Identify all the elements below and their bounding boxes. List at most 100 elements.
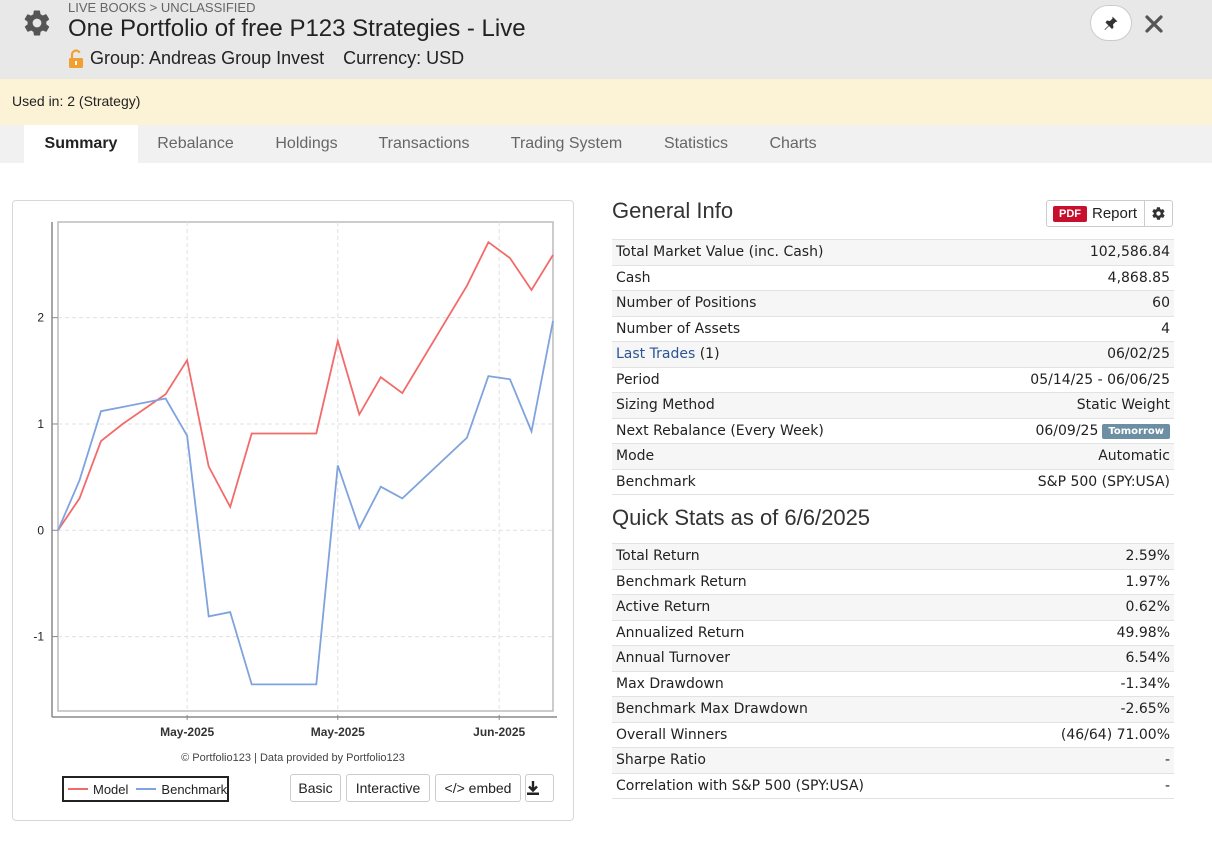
pdf-report-button[interactable]: PDF Report <box>1046 200 1145 227</box>
download-icon <box>527 781 539 795</box>
row-value: -1.34% <box>997 671 1174 697</box>
performance-chart-panel: -1 0 1 2 May-2025 May-2025 Jun-2025 © Portfoli… <box>12 200 574 821</box>
tab-charts[interactable]: Charts <box>769 135 817 152</box>
table-row: Max Drawdown -1.34% <box>612 671 1174 697</box>
pin-button[interactable] <box>1090 5 1132 41</box>
row-label: Benchmark Return <box>612 569 998 595</box>
last-trades-count: (1) <box>699 346 720 363</box>
download-button[interactable] <box>525 774 554 802</box>
table-row: Total Market Value (inc. Cash) 102,586.8… <box>612 239 1174 266</box>
legend-benchmark-label: Benchmark <box>161 781 228 797</box>
row-label: Number of Assets <box>612 316 946 342</box>
benchmark-swatch <box>136 788 157 790</box>
row-value: -2.65% <box>997 696 1174 723</box>
quick-stats-table: Total Return 2.59% Benchmark Return 1.97% … <box>612 543 1174 799</box>
page-header: LIVE BOOKS > UNCLASSIFIED One Portfolio … <box>0 0 1212 79</box>
row-value: 0.62% <box>997 594 1174 621</box>
general-info-title: General Info <box>612 198 734 223</box>
unlocked-icon <box>69 48 83 68</box>
row-label: Max Drawdown <box>612 671 998 697</box>
model-series-line <box>57 240 554 531</box>
row-value: - <box>997 747 1174 774</box>
row-value: Static Weight <box>945 392 1174 419</box>
x-tick-label: May-2025 <box>311 725 365 739</box>
pin-icon <box>1104 16 1118 30</box>
gear-icon[interactable] <box>22 8 52 38</box>
row-value: 1.97% <box>997 569 1174 595</box>
general-info-table: Total Market Value (inc. Cash) 102,586.8… <box>612 239 1174 495</box>
y-tick-label: 1 <box>37 417 44 431</box>
row-label: Next Rebalance (Every Week) <box>612 418 946 444</box>
page-title: One Portfolio of free P123 Strategies - … <box>68 15 526 42</box>
legend-model-label: Model <box>93 781 129 797</box>
close-button[interactable] <box>1140 10 1168 38</box>
tomorrow-badge: Tomorrow <box>1102 423 1170 439</box>
last-trades-date-link[interactable]: 06/02/25 <box>945 341 1174 368</box>
row-value: 49.98% <box>997 620 1174 646</box>
tab-rebalance[interactable]: Rebalance <box>157 135 234 152</box>
breadcrumb[interactable]: LIVE BOOKS > UNCLASSIFIED <box>68 0 256 15</box>
chart-legend: Model Benchmark <box>62 776 229 802</box>
row-value: 2.59% <box>997 543 1174 570</box>
table-row: Number of Positions 60 <box>612 290 1174 317</box>
table-row: Next Rebalance (Every Week) 06/09/25 Tomo… <box>612 418 1174 444</box>
interactive-chart-button[interactable]: Interactive <box>346 774 430 802</box>
last-trades-link[interactable]: Last Trades <box>616 346 696 363</box>
next-rebalance-cell: 06/09/25 Tomorrow <box>945 418 1174 444</box>
table-row: Annualized Return 49.98% <box>612 620 1174 646</box>
row-label: Sharpe Ratio <box>612 747 998 774</box>
y-tick-label: -1 <box>33 630 44 644</box>
table-row: Mode Automatic <box>612 443 1174 470</box>
report-settings-button[interactable] <box>1145 200 1173 227</box>
row-value: 4,868.85 <box>945 265 1174 291</box>
performance-chart[interactable]: -1 0 1 2 May-2025 May-2025 Jun-2025 <box>13 201 573 746</box>
y-tick-label: 2 <box>37 311 44 325</box>
pdf-icon: PDF <box>1053 205 1087 222</box>
used-in-notice: Used in: 2 (Strategy) <box>0 79 1212 125</box>
row-label: Benchmark Max Drawdown <box>612 696 998 723</box>
tab-transactions[interactable]: Transactions <box>378 135 470 152</box>
row-value: 06/09/25 <box>1035 422 1099 439</box>
number-of-positions-value-link[interactable]: 60 <box>945 290 1174 317</box>
model-swatch <box>68 788 88 790</box>
row-value: S&P 500 (SPY:USA) <box>945 469 1174 495</box>
tab-bar: Summary Rebalance Holdings Transactions … <box>0 125 1212 163</box>
table-row: Last Trades (1) 06/02/25 <box>612 341 1174 368</box>
y-tick-label: 0 <box>37 523 44 537</box>
x-tick-label: Jun-2025 <box>473 725 525 739</box>
table-row: Total Return 2.59% <box>612 543 1174 570</box>
number-of-positions-link[interactable]: Number of Positions <box>612 290 946 317</box>
table-row: Benchmark S&P 500 (SPY:USA) <box>612 469 1174 495</box>
quick-stats-title: Quick Stats as of 6/6/2025 <box>612 505 871 530</box>
row-value: 6.54% <box>997 645 1174 672</box>
chart-credit: © Portfolio123 | Data provided by Portfo… <box>181 752 405 764</box>
currency-label: Currency: USD <box>343 48 465 68</box>
tab-trading-system[interactable]: Trading System <box>510 135 623 152</box>
row-value: - <box>997 773 1174 799</box>
tab-holdings[interactable]: Holdings <box>275 135 338 152</box>
last-trades-cell: Last Trades (1) <box>612 341 946 368</box>
row-label: Cash <box>612 265 946 291</box>
table-row: Overall Winners (46/64) 71.00% <box>612 722 1174 748</box>
embed-button[interactable]: </> embed <box>435 774 521 802</box>
legend-item-benchmark[interactable]: Benchmark <box>136 782 227 797</box>
table-row: Number of Assets 4 <box>612 316 1174 342</box>
x-tick-label: May-2025 <box>160 725 214 739</box>
table-row: Correlation with S&P 500 (SPY:USA) - <box>612 773 1174 799</box>
table-row: Sharpe Ratio - <box>612 747 1174 774</box>
tab-summary[interactable]: Summary <box>24 125 138 163</box>
row-value: 4 <box>945 316 1174 342</box>
table-row: Annual Turnover 6.54% <box>612 645 1174 672</box>
row-label: Correlation with S&P 500 (SPY:USA) <box>612 773 998 799</box>
basic-chart-button[interactable]: Basic <box>290 774 341 802</box>
row-label: Annualized Return <box>612 620 998 646</box>
benchmark-series-line <box>57 320 554 686</box>
row-value: 05/14/25 - 06/06/25 <box>945 367 1174 393</box>
tab-statistics[interactable]: Statistics <box>663 135 728 152</box>
gear-icon <box>1152 207 1165 220</box>
row-label: Sizing Method <box>612 392 946 419</box>
row-label: Active Return <box>612 594 998 621</box>
report-controls: PDF Report <box>1046 200 1173 227</box>
table-row: Sizing Method Static Weight <box>612 392 1174 419</box>
legend-item-model[interactable]: Model <box>68 782 128 797</box>
